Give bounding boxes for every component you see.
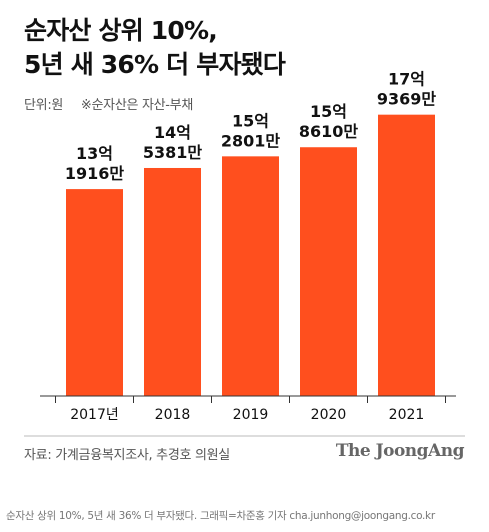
brand-logo: The JoongAng <box>335 441 465 461</box>
definition-note: ※순자산은 자산-부채 <box>80 98 194 113</box>
bar-label-line2-0: 1916만 <box>65 164 125 183</box>
chart-subtitle: 단위:원 ※순자산은 자산-부채 <box>24 94 193 113</box>
bar-label-line1-0: 13억 <box>76 144 113 163</box>
bar-label-line2-3: 8610만 <box>299 122 359 141</box>
chart-title: 순자산 상위 10%, 5년 새 36% 더 부자됐다 <box>24 14 464 82</box>
bar-0 <box>66 189 123 396</box>
bar-label-line2-1: 5381만 <box>143 143 203 162</box>
bar-label-line2-4: 9369만 <box>377 90 437 109</box>
x-tick-label-1: 2018 <box>155 407 191 423</box>
bar-label-line1-4: 17억 <box>388 70 425 89</box>
x-tick-label-3: 2020 <box>311 407 347 423</box>
bar-4 <box>378 114 435 396</box>
bar-label-line1-1: 14억 <box>154 123 191 142</box>
title-line-2: 5년 새 36% 더 부자됐다 <box>24 50 286 79</box>
bar-3 <box>300 147 357 396</box>
bar-label-line1-3: 15억 <box>310 102 347 121</box>
title-line-1: 순자산 상위 10%, <box>24 16 218 45</box>
x-tick-label-0: 2017년 <box>70 407 119 423</box>
x-tick-label-2: 2019 <box>233 407 269 423</box>
bar-2 <box>222 156 279 396</box>
unit-label: 단위:원 <box>24 98 64 113</box>
image-caption: 순자산 상위 10%, 5년 새 36% 더 부자됐다. 그래픽=차준홍 기자 … <box>6 510 435 522</box>
bar-label-line1-2: 15억 <box>232 111 269 130</box>
bar-chart: 13억1916만2017년14억5381만201815억2801만201915억… <box>24 70 465 437</box>
source-note: 자료: 가계금융복지조사, 추경호 의원실 <box>24 448 230 463</box>
bar-1 <box>144 167 201 396</box>
bar-label-line2-2: 2801만 <box>221 131 281 150</box>
x-tick-label-4: 2021 <box>389 407 425 423</box>
